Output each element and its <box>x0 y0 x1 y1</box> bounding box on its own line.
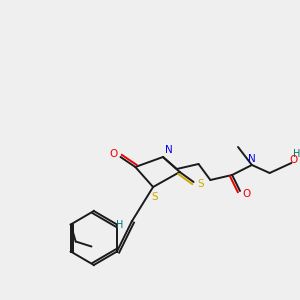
Text: H: H <box>116 220 124 230</box>
Text: N: N <box>248 154 256 164</box>
Text: S: S <box>197 179 204 189</box>
Text: O: O <box>243 189 251 199</box>
Text: H: H <box>292 149 300 159</box>
Text: O: O <box>110 149 118 159</box>
Text: N: N <box>165 145 173 155</box>
Text: O: O <box>289 155 298 165</box>
Text: S: S <box>152 192 158 202</box>
